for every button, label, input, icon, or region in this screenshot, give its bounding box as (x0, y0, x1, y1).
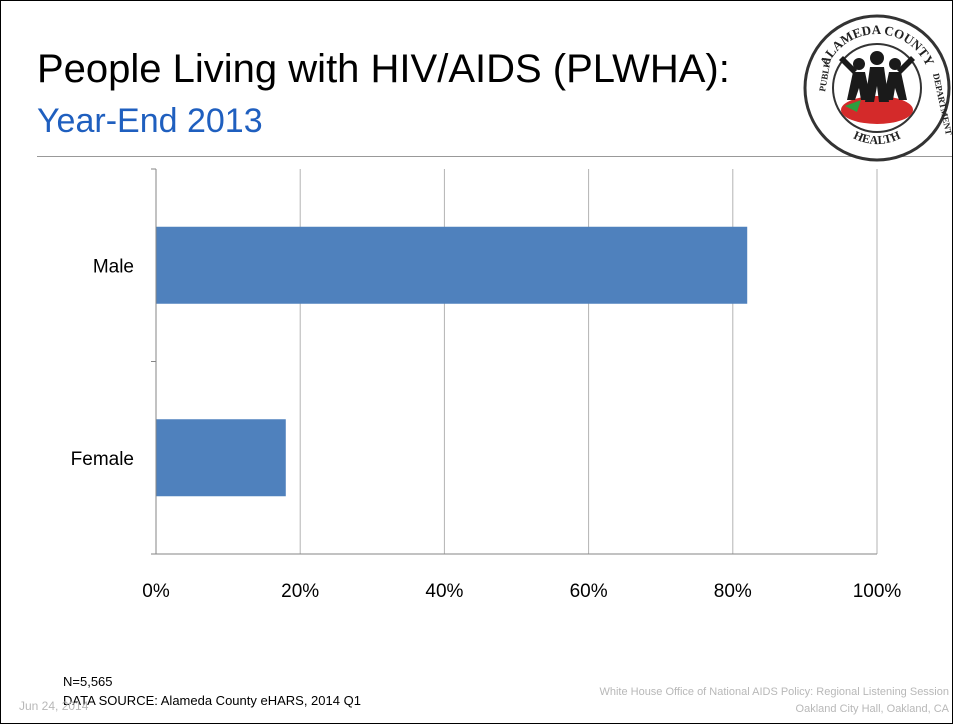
category-label-female: Female (71, 449, 134, 470)
data-source-note: DATA SOURCE: Alameda County eHARS, 2014 … (63, 693, 361, 708)
slide-title: People Living with HIV/AIDS (PLWHA): (37, 47, 730, 91)
x-tick-label-40: 40% (425, 581, 463, 602)
category-label-male: Male (93, 256, 134, 277)
footer-line-2: Oakland City Hall, Oakland, CA (795, 703, 949, 715)
logo-bottom-text: HEALTH (852, 128, 903, 148)
bar-chart: Male Female 0% 20% 40% 60% 80% 100% (71, 168, 902, 602)
x-tick-label-80: 80% (714, 581, 752, 602)
slide-footer: White House Office of National AIDS Poli… (599, 684, 949, 718)
bar-male (156, 226, 748, 304)
footer-line-1: White House Office of National AIDS Poli… (599, 686, 949, 698)
title-divider (37, 156, 952, 157)
bar-female (156, 419, 286, 497)
x-tick-label-100: 100% (853, 581, 902, 602)
x-tick-label-60: 60% (570, 581, 608, 602)
x-tick-label-0: 0% (142, 581, 170, 602)
x-tick-label-20: 20% (281, 581, 319, 602)
slide-subtitle: Year-End 2013 (37, 102, 263, 140)
slide-date: Jun 24, 2014 (19, 699, 89, 713)
county-health-logo: ALAMEDA COUNTY HEALTH PUBLIC DEPARTMENT (803, 14, 952, 162)
svg-text:HEALTH: HEALTH (852, 128, 903, 148)
sample-size-note: N=5,565 (63, 674, 113, 689)
